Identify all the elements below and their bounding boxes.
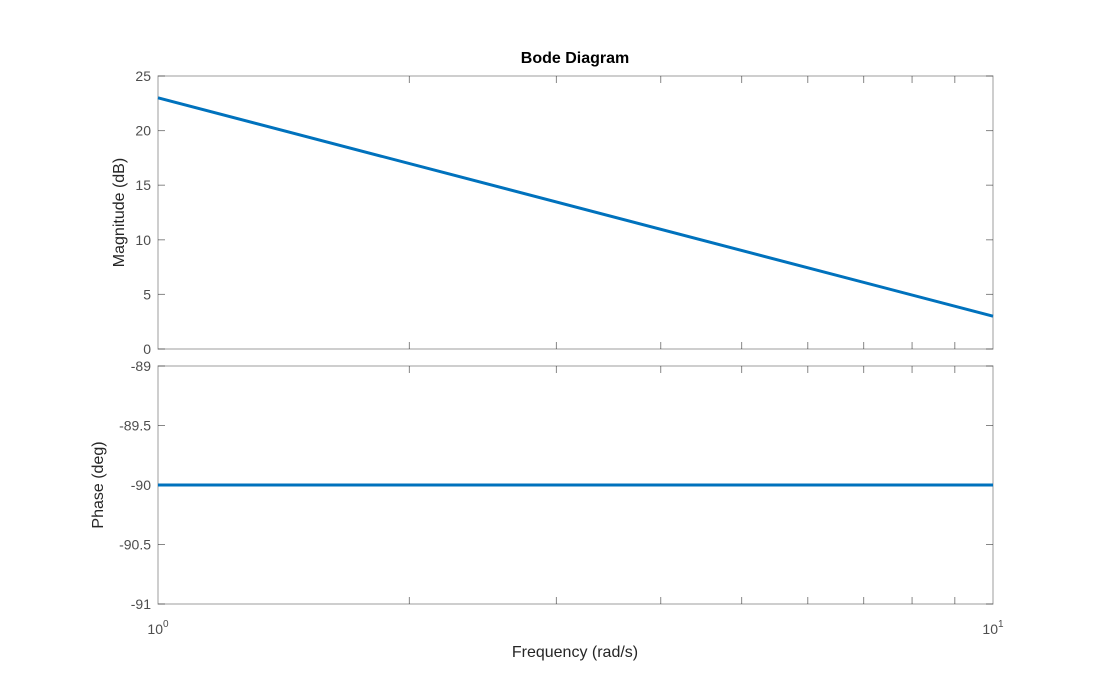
phase-ytick-label: -90: [131, 477, 151, 493]
phase-panel: -91 -90.5 -90 -89.5 -89 Phase (deg): [90, 358, 994, 612]
chart-title: Bode Diagram: [521, 50, 629, 67]
x-tick-label: 100: [147, 619, 169, 637]
phase-ytick-label: -89.5: [119, 418, 151, 434]
magnitude-ytick-label: 15: [135, 177, 151, 193]
x-axis-label: Frequency (rad/s): [512, 644, 638, 661]
magnitude-ytick-label: 0: [143, 341, 151, 357]
phase-ytick-label: -89: [131, 358, 151, 374]
magnitude-ytick-label: 20: [135, 123, 151, 139]
x-tick-exponent: 1: [998, 619, 1004, 630]
magnitude-panel: 0 5 10 15 20 25 Magnitude (dB): [111, 68, 994, 357]
magnitude-ytick-label: 25: [135, 68, 151, 84]
phase-ytick-label: -90.5: [119, 537, 151, 553]
phase-ytick-label: -91: [131, 596, 151, 612]
phase-y-axis-label: Phase (deg): [90, 441, 107, 528]
magnitude-axes-frame: [157, 75, 994, 350]
magnitude-ytick-label: 5: [143, 286, 151, 302]
x-tick-label: 101: [982, 619, 1004, 637]
magnitude-series-line: [157, 96, 994, 318]
magnitude-ytick-label: 10: [135, 232, 151, 248]
x-tick-exponent: 0: [163, 619, 169, 630]
x-tick-base: 10: [982, 621, 998, 637]
x-tick-base: 10: [147, 621, 163, 637]
magnitude-y-axis-label: Magnitude (dB): [111, 158, 128, 267]
x-tick-labels: 100 101: [147, 619, 1004, 637]
